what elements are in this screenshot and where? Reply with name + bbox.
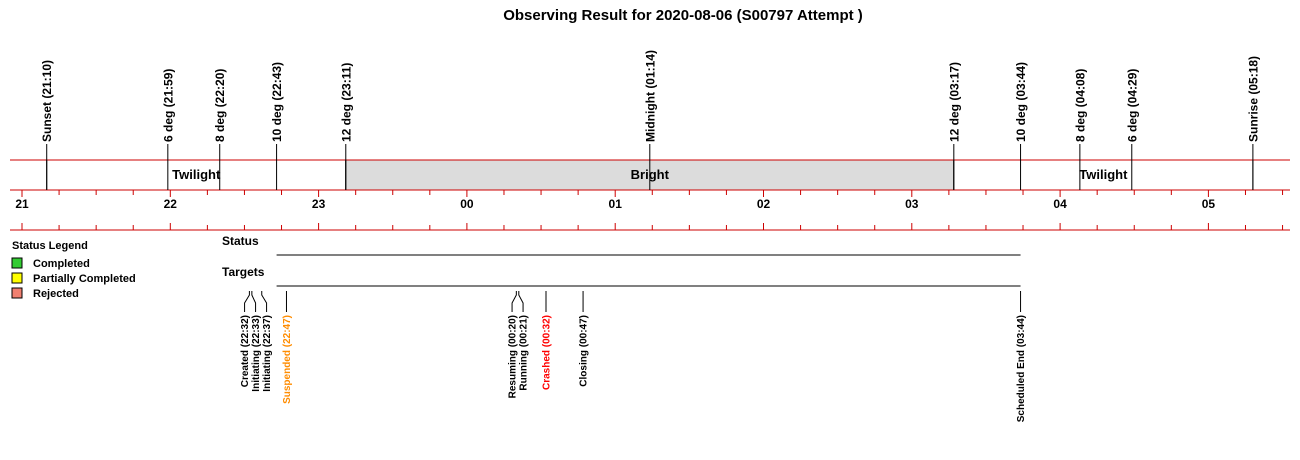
status-event-leader bbox=[518, 291, 524, 312]
status-event-label: Running (00:21) bbox=[519, 315, 530, 391]
legend-swatch bbox=[11, 272, 23, 284]
sky-event-label: 12 deg (03:17) bbox=[947, 62, 961, 142]
legend-swatch bbox=[11, 257, 23, 269]
sky-event-label: 8 deg (22:20) bbox=[213, 69, 227, 142]
status-event-leader bbox=[251, 291, 257, 312]
sky-event-label: Midnight (01:14) bbox=[643, 50, 657, 142]
hour-label: 04 bbox=[1053, 197, 1067, 211]
status-event-label: Suspended (22:47) bbox=[282, 315, 293, 404]
status-event-label: Created (22:32) bbox=[240, 315, 251, 387]
hour-label: 02 bbox=[757, 197, 771, 211]
status-events: Created (22:32) Initiating (22:33) Initiat… bbox=[240, 291, 1027, 422]
row-label-status: Status bbox=[222, 234, 259, 248]
hour-label: 00 bbox=[460, 197, 474, 211]
legend-swatch bbox=[11, 287, 23, 299]
sky-events: Sunset (21:10) 6 deg (21:59) 8 deg (22:20)… bbox=[40, 50, 1260, 190]
sky-event-label: 6 deg (04:29) bbox=[1125, 69, 1139, 142]
chart-title: Observing Result for 2020-08-06 (S00797 … bbox=[503, 7, 863, 24]
status-event-label: Closing (00:47) bbox=[579, 315, 590, 387]
sky-event-label: Sunset (21:10) bbox=[40, 60, 54, 142]
sky-event-label: 12 deg (23:11) bbox=[339, 63, 353, 142]
hour-label: 03 bbox=[905, 197, 919, 211]
timeline-rows: Status Targets bbox=[222, 234, 1021, 287]
sky-event-label: 10 deg (03:44) bbox=[1014, 62, 1028, 142]
legend-item: Partially Completed bbox=[33, 273, 136, 285]
status-event-label: Initiating (22:33) bbox=[251, 315, 262, 392]
band-label: Twilight bbox=[1079, 167, 1128, 182]
legend-title: Status Legend bbox=[12, 240, 88, 252]
band-label: Twilight bbox=[172, 167, 221, 182]
sky-event-label: 6 deg (21:59) bbox=[161, 69, 175, 142]
sky-event-label: Sunrise (05:18) bbox=[1246, 56, 1260, 142]
status-legend: Status Legend Completed Partially Complete… bbox=[11, 240, 136, 300]
status-event-label: Scheduled End (03:44) bbox=[1016, 315, 1027, 422]
status-event-leader bbox=[261, 291, 268, 312]
sky-event-label: 8 deg (04:08) bbox=[1073, 69, 1087, 142]
sky-bands: Twilight Bright Twilight bbox=[46, 159, 1254, 191]
status-event-leader bbox=[244, 291, 250, 312]
hour-label: 01 bbox=[609, 197, 623, 211]
sky-event-label: 10 deg (22:43) bbox=[270, 62, 284, 142]
legend-item: Completed bbox=[33, 258, 90, 270]
hour-label: 21 bbox=[15, 197, 29, 211]
hour-label: 05 bbox=[1202, 197, 1216, 211]
hour-axis: 21 22 23 00 01 02 03 04 05 bbox=[15, 190, 1284, 230]
band-twilight-0 bbox=[46, 159, 347, 191]
status-event-leader bbox=[511, 291, 517, 312]
row-label-targets: Targets bbox=[222, 265, 265, 279]
legend-item: Rejected bbox=[33, 288, 79, 300]
status-event-label: Initiating (22:37) bbox=[262, 315, 273, 392]
hour-label: 23 bbox=[312, 197, 326, 211]
status-event-label: Resuming (00:20) bbox=[508, 315, 519, 398]
band-twilight-2 bbox=[953, 159, 1254, 191]
status-event-label: Crashed (00:32) bbox=[541, 315, 552, 390]
hour-label: 22 bbox=[164, 197, 178, 211]
